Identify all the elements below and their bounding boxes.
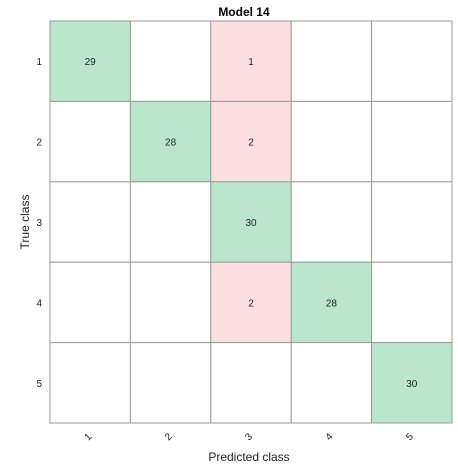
row-tick-labels: 1 2 3 4 5 — [36, 57, 42, 390]
matrix-cell — [371, 100, 453, 183]
cell-value-label: 2 — [248, 138, 254, 149]
row-tick-label: 3 — [36, 218, 42, 229]
cell-value-label: 2 — [248, 298, 254, 309]
cell-value-label: 1 — [248, 57, 254, 68]
matrix-cell — [371, 261, 453, 344]
x-axis-label: Predicted class — [208, 450, 289, 464]
matrix-cell — [371, 181, 453, 263]
matrix-cell — [49, 100, 131, 183]
cell-value-label: 29 — [85, 57, 97, 68]
row-tick-label: 1 — [36, 57, 42, 68]
matrix-cell — [290, 20, 373, 102]
matrix-cell — [129, 181, 212, 263]
column-tick-labels: 1 2 3 4 5 — [83, 431, 417, 443]
matrix-cell — [371, 20, 453, 102]
column-tick-label: 5 — [404, 431, 416, 443]
matrix-cell — [49, 261, 131, 344]
cell-value-label: 28 — [326, 298, 338, 309]
matrix-cell — [290, 261, 373, 344]
matrix-cell — [210, 181, 292, 263]
chart-title: Model 14 — [218, 5, 270, 19]
matrix-cell — [290, 181, 373, 263]
matrix-cell — [290, 342, 373, 424]
matrix-cell — [210, 342, 292, 424]
y-axis-label: True class — [18, 195, 32, 250]
cell-value-label: 30 — [406, 379, 418, 390]
matrix-cell — [371, 342, 453, 424]
matrix-cell — [290, 100, 373, 183]
matrix-cell — [210, 261, 292, 344]
cell-value-label: 30 — [245, 218, 257, 229]
matrix-cell — [129, 20, 212, 102]
column-tick-label: 1 — [83, 431, 95, 443]
matrix-cell — [49, 20, 131, 102]
matrix-cell — [129, 261, 212, 344]
matrix-cell — [210, 20, 292, 102]
column-tick-label: 3 — [243, 431, 255, 443]
row-tick-label: 4 — [36, 298, 42, 309]
column-tick-label: 4 — [324, 431, 336, 443]
matrix-cell — [49, 181, 131, 263]
matrix-cells — [49, 20, 453, 424]
row-tick-label: 2 — [36, 138, 42, 149]
matrix-cell-labels: 29 1 28 2 30 2 28 30 — [85, 57, 418, 390]
row-tick-label: 5 — [36, 379, 42, 390]
matrix-cell — [129, 342, 212, 424]
column-tick-label: 2 — [163, 431, 175, 443]
matrix-cell — [49, 342, 131, 424]
cell-value-label: 28 — [165, 138, 177, 149]
matrix-cell — [210, 100, 292, 183]
